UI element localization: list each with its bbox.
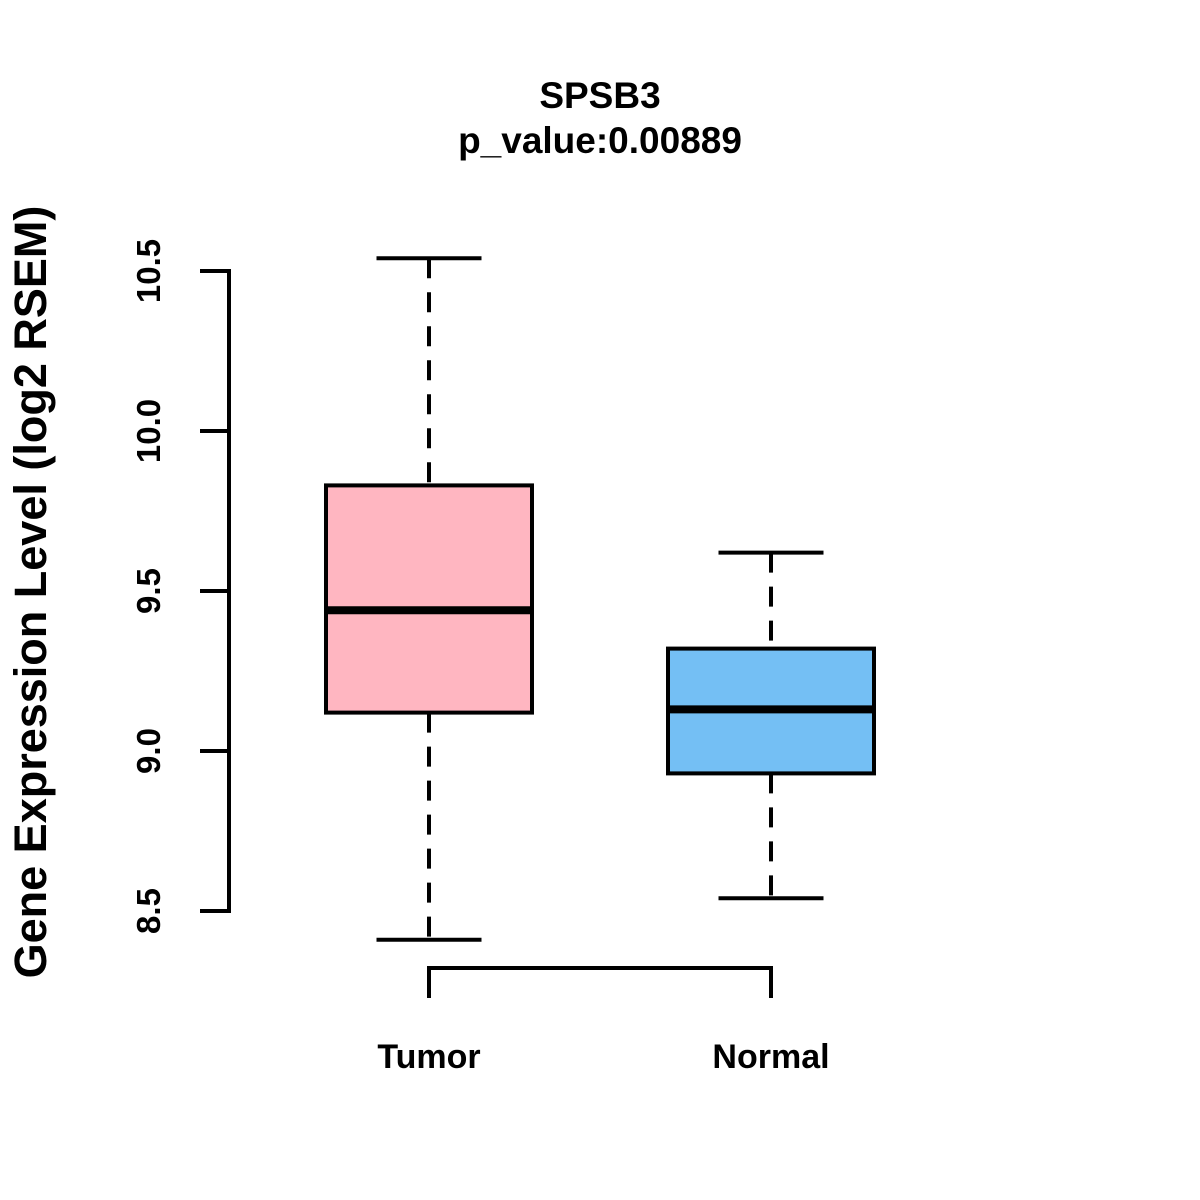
y-tick-label: 9.5 [130, 568, 167, 614]
y-tick-label: 8.5 [130, 888, 167, 934]
x-group-label-1: Tumor [377, 1038, 481, 1076]
y-tick-label: 9.0 [130, 728, 167, 774]
box-tumor [324, 483, 534, 715]
chart-subtitle-pvalue: p_value:0.00889 [458, 120, 742, 161]
chart-title: SPSB3 [539, 75, 661, 116]
y-tick-label: 10.0 [130, 398, 167, 464]
x-axis-line [427, 966, 773, 998]
x-group-label-2: Normal [712, 1038, 830, 1076]
y-tick-label: 10.5 [130, 238, 167, 304]
